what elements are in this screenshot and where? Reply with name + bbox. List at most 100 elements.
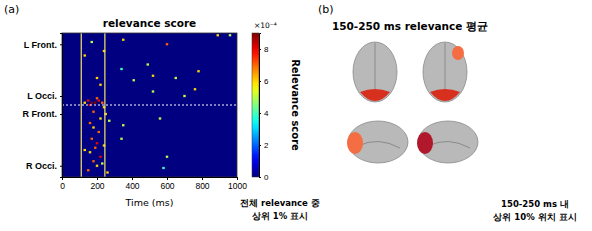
x-tick-mark bbox=[237, 177, 238, 180]
x-axis-title: Time (ms) bbox=[125, 197, 174, 208]
colorbar-tick-mark bbox=[259, 49, 261, 50]
y-tick-mark bbox=[60, 96, 62, 97]
heatmap-cell bbox=[122, 124, 124, 126]
y-tick: R Front. bbox=[23, 109, 63, 119]
figure: (a)relevance score02004006008001000Time … bbox=[0, 0, 592, 231]
heatmap-cell bbox=[108, 120, 110, 122]
brain-surface bbox=[423, 42, 467, 102]
y-axis: L Front. L Occi. R Front. R Occi. bbox=[23, 34, 63, 178]
heatmap-cell bbox=[96, 97, 98, 99]
heatmap-cell bbox=[152, 75, 154, 77]
heatmap-cell bbox=[194, 88, 196, 90]
colorbar-scale-label: ×10⁻⁴ bbox=[254, 21, 277, 30]
y-tick-label: R Front. bbox=[23, 109, 58, 119]
heatmap-cell bbox=[197, 70, 199, 72]
y-axis-line bbox=[60, 34, 63, 178]
x-tick-label: 1000 bbox=[228, 181, 247, 191]
y-tick-mark bbox=[60, 114, 62, 115]
colorbar-tick: 6 bbox=[259, 77, 269, 86]
heatmap-cell bbox=[101, 162, 103, 164]
x-tick-mark bbox=[132, 177, 133, 180]
brain-top-view bbox=[423, 42, 467, 102]
heatmap-cell bbox=[89, 122, 91, 124]
heatmap-cell bbox=[101, 102, 103, 104]
heatmap-cell bbox=[120, 138, 122, 140]
x-tick: 600 bbox=[160, 177, 174, 191]
heatmap-cell bbox=[84, 102, 86, 104]
x-tick-mark bbox=[202, 177, 203, 180]
heatmap-cell bbox=[152, 90, 154, 92]
colorbar-tick-label: 8 bbox=[264, 45, 269, 54]
heatmap-cell bbox=[159, 117, 161, 119]
colorbar bbox=[252, 33, 259, 177]
x-axis: 0 200 400 600 800 1000 bbox=[60, 177, 247, 191]
annotation: 상위 10% 위치 표시 bbox=[493, 212, 576, 222]
heatmap-cell bbox=[120, 68, 122, 70]
y-tick-label: L Occi. bbox=[27, 91, 57, 101]
colorbar-tick-label: 6 bbox=[264, 77, 269, 86]
x-tick: 400 bbox=[125, 177, 139, 191]
heatmap-cell bbox=[96, 142, 98, 144]
colorbar-tick: 4 bbox=[259, 109, 269, 118]
heatmap-cell bbox=[91, 102, 93, 104]
heatmap-cell bbox=[229, 34, 231, 36]
x-tick: 800 bbox=[195, 177, 209, 191]
x-tick-label: 600 bbox=[160, 181, 174, 191]
brain-sulcus bbox=[358, 141, 400, 148]
heatmap-cell bbox=[99, 156, 101, 158]
x-tick-label: 800 bbox=[195, 181, 209, 191]
brain-surface bbox=[353, 42, 397, 102]
colorbar-tick-label: 4 bbox=[264, 109, 269, 118]
heatmap-cell bbox=[106, 171, 108, 173]
brain-surface bbox=[418, 121, 478, 163]
colorbar-tick-label: 0 bbox=[264, 173, 269, 182]
y-tick: L Front. bbox=[24, 40, 62, 50]
annotation: 전체 relevance 중 bbox=[240, 198, 320, 208]
heatmap-cell bbox=[91, 138, 93, 140]
window-line bbox=[81, 33, 82, 177]
y-tick-label: R Occi. bbox=[26, 161, 57, 171]
annotation: 150-250 ms 내 bbox=[501, 199, 569, 209]
heatmap-cell bbox=[92, 160, 94, 162]
brain-side-view bbox=[347, 121, 408, 163]
y-tick: L Occi. bbox=[27, 91, 62, 101]
panel-label: (b) bbox=[318, 3, 334, 16]
heatmap-cell bbox=[147, 63, 149, 65]
y-tick-label: L Front. bbox=[24, 40, 57, 50]
colorbar-tick-mark bbox=[259, 145, 261, 146]
colorbar-tick: 0 bbox=[259, 173, 269, 182]
divider-line bbox=[62, 105, 237, 106]
activation-patch bbox=[452, 46, 464, 60]
window-line bbox=[104, 33, 105, 177]
plot-area bbox=[62, 33, 237, 177]
colorbar-tick: 2 bbox=[259, 141, 269, 150]
colorbar-tick-mark bbox=[259, 81, 261, 82]
heatmap-cell bbox=[183, 95, 185, 97]
heatmap-cell bbox=[84, 54, 86, 56]
colorbar-tick: 8 bbox=[259, 45, 269, 54]
heatmap-cell bbox=[92, 126, 94, 128]
colorbar-tick-label: 2 bbox=[264, 141, 269, 150]
brain-side-view bbox=[417, 121, 478, 163]
panel-label: (a) bbox=[4, 3, 19, 16]
heatmap-cell bbox=[94, 147, 96, 149]
x-tick: 0 bbox=[60, 177, 65, 191]
brain-top-view bbox=[353, 42, 397, 102]
x-axis-line bbox=[63, 178, 238, 181]
x-tick-label: 0 bbox=[60, 181, 65, 191]
colorbar-tick-mark bbox=[259, 113, 261, 114]
colorbar-tick-mark bbox=[259, 177, 261, 178]
x-tick-mark bbox=[97, 177, 98, 180]
heatmap-cell bbox=[99, 84, 101, 86]
heatmap-cell bbox=[96, 165, 98, 167]
x-tick: 200 bbox=[90, 177, 104, 191]
heatmap-cell bbox=[96, 77, 98, 79]
brain-surface bbox=[348, 121, 408, 163]
heatmap-cell bbox=[99, 117, 101, 119]
heatmap-cell bbox=[91, 41, 93, 43]
heatmap-cell bbox=[87, 99, 89, 101]
x-tick-label: 200 bbox=[90, 181, 104, 191]
colorbar-title: Relevance score bbox=[290, 59, 301, 151]
colorbar-axis-line bbox=[260, 34, 262, 178]
heatmap-cell bbox=[166, 156, 168, 158]
